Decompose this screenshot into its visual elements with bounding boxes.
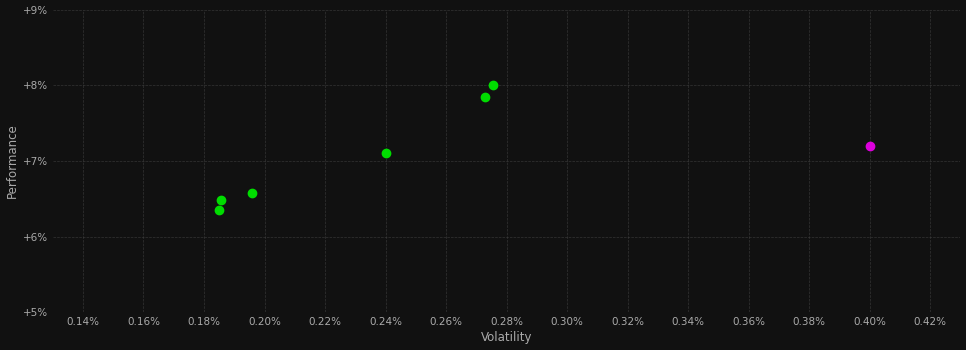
Point <box>477 94 493 99</box>
X-axis label: Volatility: Volatility <box>481 331 532 344</box>
Point <box>213 197 228 203</box>
Point <box>378 150 393 156</box>
Point <box>244 190 260 196</box>
Point <box>485 83 500 88</box>
Point <box>862 143 877 149</box>
Point <box>212 208 227 213</box>
Y-axis label: Performance: Performance <box>6 124 18 198</box>
